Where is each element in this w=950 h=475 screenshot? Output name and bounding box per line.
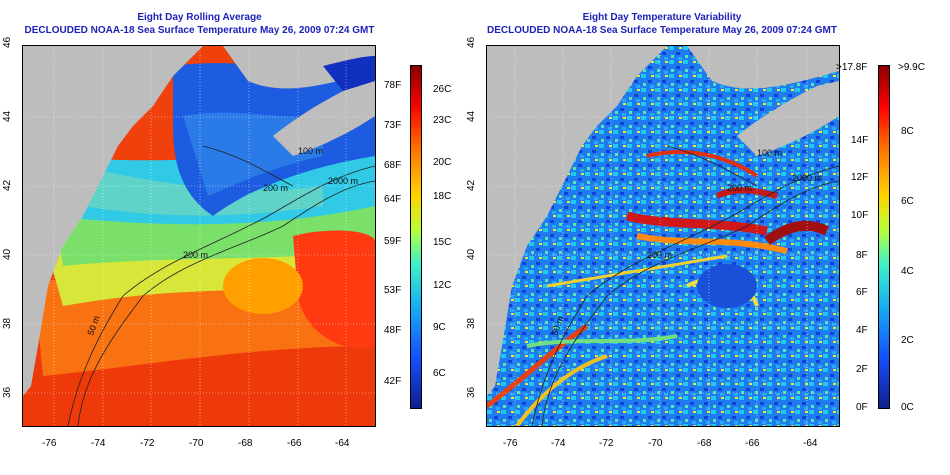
- right-variability-map: 100 m 200 m 2000 m 200 m 50 m: [486, 45, 840, 427]
- left-title: Eight Day Rolling Average: [137, 12, 262, 23]
- left-contour-label-1: 100 m: [298, 146, 323, 156]
- right-colorbar-f-label: 0F: [856, 402, 868, 413]
- right-contour-label-2: 200 m: [727, 183, 752, 193]
- right-colorbar-c-label: 6C: [901, 196, 914, 207]
- left-colorbar-f-label: 59F: [384, 236, 402, 247]
- left-lon-label: -68: [238, 438, 253, 449]
- left-lon-label: -66: [287, 438, 302, 449]
- left-colorbar-c-label: 20C: [433, 157, 452, 168]
- left-colorbar-f-label: 53F: [384, 285, 402, 296]
- left-sst-map: 100 m 200 m 2000 m 200 m 50 m: [22, 45, 376, 427]
- left-colorbar-f-label: 48F: [384, 325, 402, 336]
- left-lon-label: -64: [335, 438, 350, 449]
- right-lat-label-42: 42: [466, 179, 477, 191]
- right-subtitle: DECLOUDED NOAA-18 Sea Surface Temperatur…: [487, 25, 837, 36]
- right-colorbar-c-label: 4C: [901, 266, 914, 277]
- right-lat-label-46: 46: [466, 36, 477, 48]
- right-lon-label: -76: [503, 438, 518, 449]
- left-lat-label-46: 46: [2, 36, 13, 48]
- right-lon-label: -66: [745, 438, 760, 449]
- right-title: Eight Day Temperature Variability: [582, 12, 742, 23]
- left-colorbar-f-label: 68F: [384, 160, 402, 171]
- left-subtitle: DECLOUDED NOAA-18 Sea Surface Temperatur…: [24, 25, 375, 36]
- left-colorbar-c-label: 18C: [433, 191, 452, 202]
- left-colorbar-f-label: 42F: [384, 376, 402, 387]
- left-colorbar-f-label: 73F: [384, 120, 402, 131]
- right-colorbar-f-label: 4F: [856, 325, 868, 336]
- left-colorbar-f-label: 64F: [384, 194, 402, 205]
- right-lon-label: -64: [803, 438, 818, 449]
- right-colorbar-c-label: 0C: [901, 402, 914, 413]
- left-lat-label-40: 40: [2, 248, 13, 260]
- left-contour-label-4: 200 m: [183, 250, 208, 260]
- left-contour-label-2: 200 m: [263, 183, 288, 193]
- right-lat-label-38: 38: [466, 317, 477, 329]
- left-lon-label: -70: [189, 438, 204, 449]
- left-colorbar-c-label: 26C: [433, 84, 452, 95]
- left-lat-label-42: 42: [2, 179, 13, 191]
- right-contour-label-4: 200 m: [647, 250, 672, 260]
- right-colorbar-f-label: 10F: [851, 210, 869, 221]
- left-lon-label: -72: [140, 438, 155, 449]
- right-lon-label: -68: [697, 438, 712, 449]
- right-colorbar-c-label: >9.9C: [898, 62, 925, 73]
- right-colorbar-f-label: 6F: [856, 287, 868, 298]
- right-colorbar-c-label: 2C: [901, 335, 914, 346]
- left-colorbar-f-label: 78F: [384, 80, 402, 91]
- left-lat-label-44: 44: [2, 110, 13, 122]
- right-colorbar-f-label: 8F: [856, 250, 868, 261]
- right-lon-label: -72: [599, 438, 614, 449]
- left-lon-label: -76: [42, 438, 57, 449]
- left-colorbar-c-label: 12C: [433, 280, 452, 291]
- left-colorbar: [410, 65, 422, 409]
- left-lon-label: -74: [91, 438, 106, 449]
- right-lat-label-40: 40: [466, 248, 477, 260]
- right-lon-label: -74: [551, 438, 566, 449]
- right-colorbar: [878, 65, 890, 409]
- left-contour-label-3: 2000 m: [328, 176, 358, 186]
- right-colorbar-c-label: 8C: [901, 126, 914, 137]
- left-colorbar-c-label: 23C: [433, 115, 452, 126]
- right-colorbar-f-label: 2F: [856, 364, 868, 375]
- left-colorbar-c-label: 6C: [433, 368, 446, 379]
- left-colorbar-c-label: 9C: [433, 322, 446, 333]
- right-colorbar-f-label: 14F: [851, 135, 869, 146]
- left-lat-label-38: 38: [2, 317, 13, 329]
- right-colorbar-f-label: >17.8F: [836, 62, 868, 73]
- right-colorbar-f-label: 12F: [851, 172, 869, 183]
- left-colorbar-c-label: 15C: [433, 237, 452, 248]
- right-contour-label-1: 100 m: [757, 148, 782, 158]
- left-lat-label-36: 36: [2, 386, 13, 398]
- right-lat-label-36: 36: [466, 386, 477, 398]
- right-lon-label: -70: [648, 438, 663, 449]
- right-lat-label-44: 44: [466, 110, 477, 122]
- right-contour-label-3: 2000 m: [792, 173, 822, 183]
